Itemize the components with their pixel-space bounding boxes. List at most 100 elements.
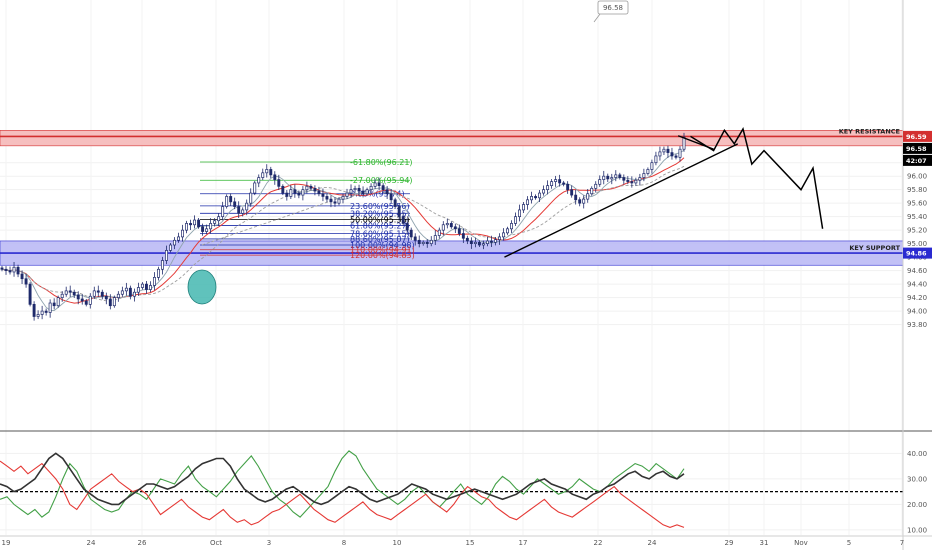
osc-series-line [0,452,685,506]
candle-body [152,277,156,286]
candle-body [257,177,261,184]
candle-body [0,267,4,270]
candle-body [217,216,221,222]
y-tick-label: 95.20 [907,227,927,235]
osc-y-tick-label: 20.00 [907,501,927,509]
candle-body [108,298,112,307]
candles-layer [0,132,686,321]
candle-body [305,185,309,191]
candle-body [253,182,257,194]
osc-y-tick-label: 10.00 [907,526,927,534]
candle-body [209,223,213,230]
candle-body [393,199,397,207]
fib-label: 50.00%(95.36) [350,215,410,224]
y-tick-label: 94.00 [907,308,927,316]
candle-body [650,162,654,170]
candle-body [128,287,132,297]
candle-body [140,283,144,288]
candle-body [76,294,80,300]
candle-body [510,223,513,230]
fib-label: 61.80%(95.27) [350,221,410,230]
candle-body [417,239,421,245]
candle-body [666,148,670,153]
candle-body [622,177,626,181]
fib-label: 120.00%(94.83) [350,251,415,260]
candle-body [389,193,393,201]
candle-body [124,287,128,292]
candle-body [602,175,606,180]
candle-body [646,169,650,174]
price-tag-bg [903,130,932,142]
oscillator-layer: 40.00 30.00 20.00 10.00 [0,450,927,534]
candle-body [28,283,32,305]
y-tick-label: 93.80 [907,321,927,329]
candle-body [570,189,574,196]
candle-body [365,189,369,195]
x-tick-label: Oct [210,539,222,547]
zones-layer [0,130,904,266]
x-tick-label: 26 [138,539,147,547]
price-tag-bg [903,247,932,259]
x-tick-label: 10 [393,539,402,547]
candle-body [281,185,285,194]
candle-body [8,270,12,273]
candle-body [562,182,566,185]
zone-label: KEY RESISTANCE [839,127,900,135]
x-tick-label: 19 [2,539,11,547]
candle-body [473,241,477,245]
candle-body [301,189,305,196]
candle-body [181,229,184,238]
candle-body [554,179,558,182]
candle-body [425,241,429,245]
candle-body [409,229,413,238]
candle-body [84,300,88,305]
candle-body [546,185,550,191]
candle-body [670,152,674,157]
candle-body [189,223,193,226]
highlight-ellipse [187,269,217,305]
candle-body [566,183,570,191]
callout-box [597,0,629,15]
candle-body [598,179,602,185]
candle-body [429,239,433,245]
candle-body [542,189,546,194]
x-tick-label: 15 [466,539,475,547]
candle-body [193,219,197,226]
candle-body [469,240,473,245]
fib-layer: -61.80%(96.21) -27.00%(95.94) 0.00%(95.74)… [200,158,415,260]
y-tick-label: 95.60 [907,200,927,208]
projection-path [690,127,824,229]
candle-body [32,304,36,317]
candle-body [245,202,249,211]
y-tick-label: 95.00 [907,240,927,248]
labels-layer: KEY RESISTANCE KEY SUPPORT 96.58 96.59 96.58… [593,0,932,259]
candle-body [56,297,60,307]
candle-body [213,220,217,224]
candle-body [112,297,116,307]
candle-body [477,241,481,246]
y-tick-label: 95.40 [907,213,927,221]
candle-body [48,302,52,313]
fib-label: 100.00%(94.98) [350,241,415,250]
candle-body [221,206,225,218]
candle-body [514,216,517,224]
candle-body [413,236,417,241]
candle-body [273,174,277,180]
candle-body [522,204,525,211]
price-tag-text: 96.58 [906,145,927,153]
y-tick-label: 96.00 [907,173,927,181]
candle-body [530,196,534,201]
candle-body [289,189,293,197]
candle-body [614,174,618,178]
candle-body [201,226,205,232]
candle-body [64,290,68,295]
candle-body [534,196,538,199]
candle-body [169,244,172,251]
candle-body [120,290,124,295]
candle-body [269,169,273,176]
fib-label: 88.60%(95.07) [350,235,410,244]
osc-y-tick-label: 30.00 [907,475,927,483]
candle-body [321,193,325,197]
candle-body [177,236,180,241]
